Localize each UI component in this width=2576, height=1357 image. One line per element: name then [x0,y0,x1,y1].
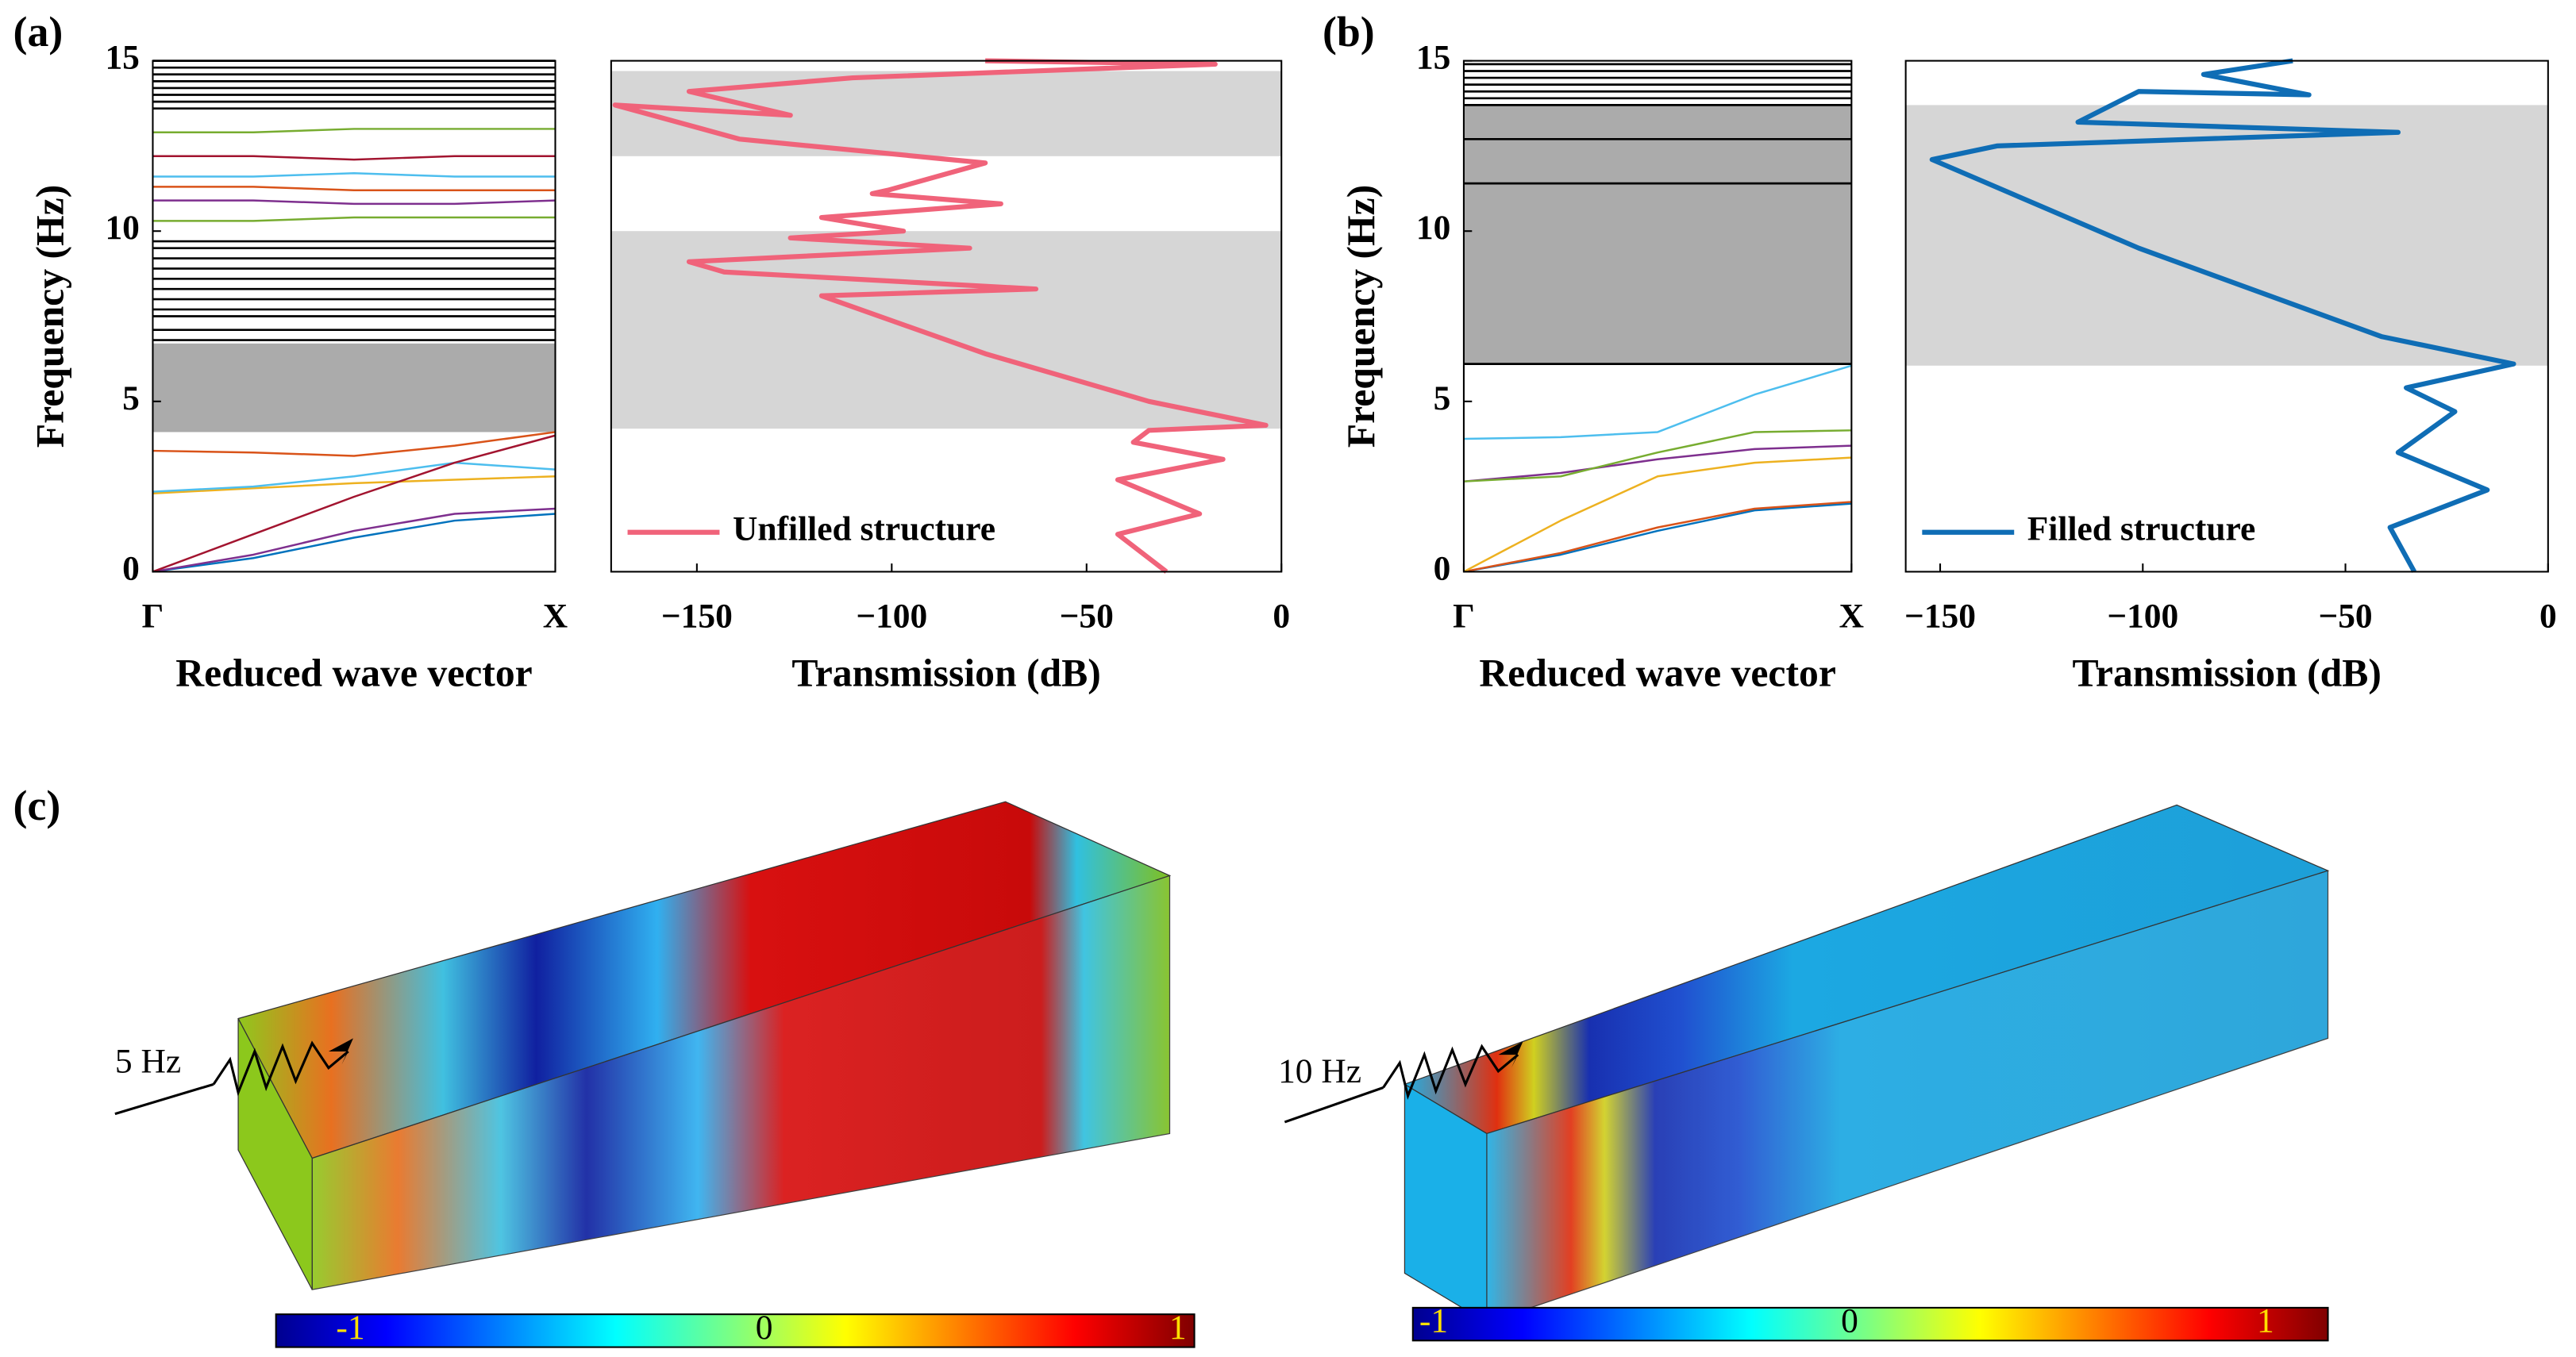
x-tick-label: −100 [2107,597,2178,635]
field-right [1284,804,2330,1342]
transmission-curve [612,58,1269,574]
y-tick-label: 10 [1416,209,1450,247]
x-tick-label: −150 [661,597,733,635]
bandgap [610,71,1282,156]
wave-arrow [212,1040,349,1097]
x-tick-label: Γ [142,597,164,635]
axes-frame [1904,60,2549,573]
legend-label: Filled structure [2027,510,2256,548]
frequency-label: 5 Hz [115,1042,181,1080]
y-tick-label: 0 [1434,549,1451,587]
band-curve [1463,456,1852,573]
legend-label: Unfilled structure [733,510,995,548]
chart: −150 −100 −50 0 Transmission (dB) Filled stru… [1904,58,2557,694]
box-end [237,1018,313,1290]
wave-arrow [1382,1044,1519,1100]
chart: 0 5 10 15 Γ X Reduced wave vector Frequency (Hz… [13,8,568,694]
band-curve [1463,429,1852,482]
x-axis-label: Reduced wave vector [1479,651,1835,694]
y-tick-label: 10 [105,209,139,247]
band-curve [1463,502,1852,573]
panel-label: (a) [13,8,64,56]
axes-frame [152,60,556,573]
x-tick-label: X [543,597,568,635]
colorbar-tick-label: 1 [1169,1309,1187,1347]
arrow [1284,1086,1384,1124]
chart: −150 −100 −50 0 Transmission (dB) Unfilled st… [610,58,1290,694]
frequency-label: 10 Hz [1278,1052,1361,1090]
band-curve [152,513,556,573]
colorbar [275,1313,1196,1348]
x-tick-label: −50 [1060,597,1114,635]
colorbar [1411,1306,2329,1342]
band-curve [152,199,556,206]
colorbar-tick-label: 1 [2257,1302,2274,1340]
y-axis-label: Frequency (Hz) [29,185,72,448]
bandgap [1905,105,2548,366]
bandgap [610,231,1282,429]
band-curve [1463,501,1852,573]
band-curve [152,434,556,573]
band-curve [1463,444,1852,482]
x-axis-label: Reduced wave vector [175,651,532,694]
panel-label: (b) [1323,8,1375,56]
band-curve [152,186,556,191]
x-tick-label: −50 [2318,597,2372,635]
band-curve [152,128,556,133]
axes-frame [1462,60,1853,573]
band-curve [152,475,556,494]
band-curve [152,155,556,161]
x-tick-label: Γ [1453,597,1475,635]
x-tick-label: 0 [2539,597,2557,635]
axes-frame [610,60,1283,573]
y-tick-label: 15 [105,39,139,77]
band-curve [1463,364,1852,440]
colorbar-tick-label: -1 [1419,1302,1448,1340]
arrow-head [1498,1041,1523,1068]
x-tick-label: X [1839,597,1864,635]
x-tick-label: −100 [856,597,927,635]
colorbar-tick-label: 0 [1841,1302,1858,1340]
band-curve [152,461,556,493]
bandgap [152,343,556,432]
transmission-curve [1929,58,2516,573]
band-curve [152,172,556,178]
x-tick-label: 0 [1273,597,1290,635]
x-axis-label: Transmission (dB) [2073,651,2382,694]
y-axis-label: Frequency (Hz) [1339,185,1383,448]
y-tick-label: 0 [122,549,140,587]
x-axis-label: Transmission (dB) [791,651,1100,694]
field-left [114,801,1196,1348]
arrow-head [328,1038,353,1065]
x-tick-label: −150 [1904,597,1976,635]
band-curve [152,507,556,573]
colorbar-tick-label: -1 [336,1309,364,1347]
colorbar-tick-label: 0 [756,1309,773,1347]
band-curve [152,216,556,222]
y-tick-label: 5 [1434,379,1451,417]
y-tick-label: 15 [1416,39,1450,77]
bandgap [1463,105,1852,364]
arrow [114,1082,214,1116]
band-curve [152,431,556,457]
y-tick-label: 5 [122,379,140,417]
panel-label: (c) [13,782,61,829]
